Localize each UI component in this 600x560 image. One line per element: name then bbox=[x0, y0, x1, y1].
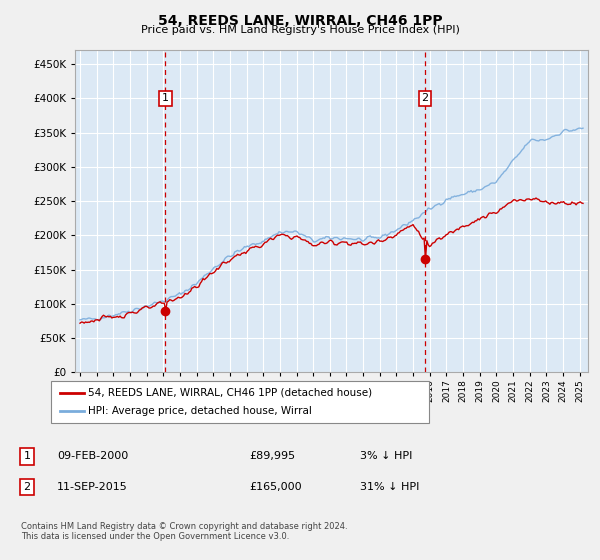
Text: 1: 1 bbox=[162, 94, 169, 104]
Text: HPI: Average price, detached house, Wirral: HPI: Average price, detached house, Wirr… bbox=[88, 406, 312, 416]
Text: 2: 2 bbox=[23, 482, 31, 492]
Text: 54, REEDS LANE, WIRRAL, CH46 1PP (detached house): 54, REEDS LANE, WIRRAL, CH46 1PP (detach… bbox=[88, 388, 373, 398]
Text: 11-SEP-2015: 11-SEP-2015 bbox=[57, 482, 128, 492]
Text: Price paid vs. HM Land Registry's House Price Index (HPI): Price paid vs. HM Land Registry's House … bbox=[140, 25, 460, 35]
Text: £89,995: £89,995 bbox=[249, 451, 295, 461]
Text: 09-FEB-2000: 09-FEB-2000 bbox=[57, 451, 128, 461]
Text: 2: 2 bbox=[421, 94, 428, 104]
Text: 54, REEDS LANE, WIRRAL, CH46 1PP: 54, REEDS LANE, WIRRAL, CH46 1PP bbox=[158, 14, 442, 28]
Text: 1: 1 bbox=[23, 451, 31, 461]
Text: £165,000: £165,000 bbox=[249, 482, 302, 492]
Text: Contains HM Land Registry data © Crown copyright and database right 2024.
This d: Contains HM Land Registry data © Crown c… bbox=[21, 522, 347, 542]
Text: 3% ↓ HPI: 3% ↓ HPI bbox=[360, 451, 412, 461]
Text: 31% ↓ HPI: 31% ↓ HPI bbox=[360, 482, 419, 492]
